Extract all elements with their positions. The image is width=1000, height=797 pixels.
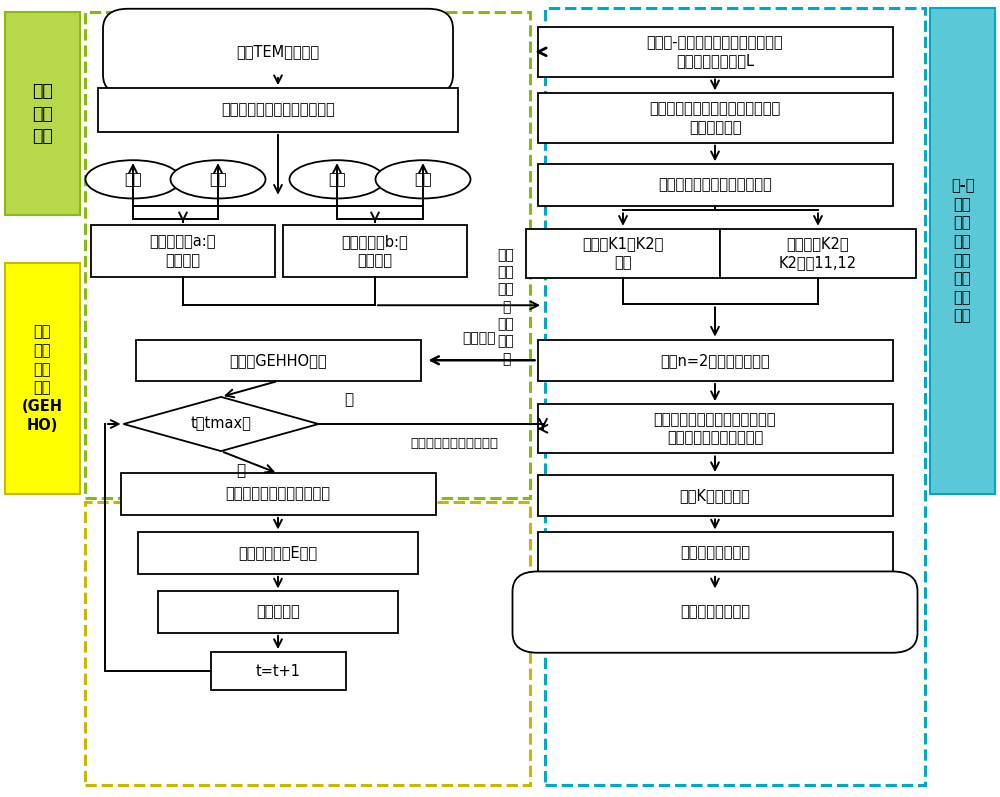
FancyBboxPatch shape xyxy=(136,340,420,381)
Text: 更新平滑算子，选择平滑系数: 更新平滑算子，选择平滑系数 xyxy=(658,178,772,192)
FancyBboxPatch shape xyxy=(538,475,893,516)
FancyBboxPatch shape xyxy=(5,12,80,215)
FancyBboxPatch shape xyxy=(930,8,995,494)
Text: 判断能量因子E大小: 判断能量因子E大小 xyxy=(238,546,318,560)
FancyBboxPatch shape xyxy=(103,9,453,95)
FancyBboxPatch shape xyxy=(283,226,467,277)
Ellipse shape xyxy=(170,160,266,198)
FancyBboxPatch shape xyxy=(121,473,436,515)
Text: 差分格式求解，更新自适应扩散函
数、时间阶次: 差分格式求解，更新自适应扩散函 数、时间阶次 xyxy=(649,101,781,135)
FancyBboxPatch shape xyxy=(538,532,893,574)
FancyBboxPatch shape xyxy=(5,263,80,494)
Text: 前期，K1和K2为
常数: 前期，K1和K2为 常数 xyxy=(582,237,664,270)
Text: t＜tmax？: t＜tmax？ xyxy=(191,417,251,431)
Polygon shape xyxy=(124,397,318,451)
Text: 适应度函数a:均
方差误根: 适应度函数a:均 方差误根 xyxy=(150,234,216,268)
Text: 时-空
分数
阶扩
散方
程自
适应
降噪
模型: 时-空 分数 阶扩 散方 程自 适应 降噪 模型 xyxy=(951,179,974,324)
Text: 中期: 中期 xyxy=(328,172,346,186)
Text: 后期: 后期 xyxy=(414,172,432,186)
FancyBboxPatch shape xyxy=(98,88,458,132)
Text: 输出滤波结果，最优参数: 输出滤波结果，最优参数 xyxy=(410,438,498,450)
Text: 迭代K次滤波求解: 迭代K次滤波求解 xyxy=(680,489,750,503)
Text: 否: 否 xyxy=(344,393,353,407)
Text: 输出最终滤波结果: 输出最终滤波结果 xyxy=(680,605,750,619)
FancyBboxPatch shape xyxy=(158,591,398,633)
Text: 计算适应度，确定最优个体: 计算适应度，确定最优个体 xyxy=(226,487,330,501)
Text: 输入
分段
信号
，
适应
度函
数: 输入 分段 信号 ， 适应 度函 数 xyxy=(498,248,514,366)
Text: 拼接各段滤波曲线: 拼接各段滤波曲线 xyxy=(680,546,750,560)
Text: 前期: 前期 xyxy=(209,172,227,186)
Text: 改进
哈里
斯鹰
优化
(GEH
HO): 改进 哈里 斯鹰 优化 (GEH HO) xyxy=(22,324,63,433)
Text: 多策略优化: 多策略优化 xyxy=(256,605,300,619)
Text: 初始化GEHHO参数: 初始化GEHHO参数 xyxy=(229,353,327,367)
Ellipse shape xyxy=(376,160,471,198)
FancyBboxPatch shape xyxy=(538,340,893,381)
Text: 是: 是 xyxy=(236,464,246,478)
Text: 中后期，K2和
K2为式11,12: 中后期，K2和 K2为式11,12 xyxy=(779,237,857,270)
Text: 信号
分段
策略: 信号 分段 策略 xyxy=(32,82,53,145)
Text: 适应度函数b:最
低排列熵: 适应度函数b:最 低排列熵 xyxy=(342,234,408,268)
Ellipse shape xyxy=(290,160,384,198)
FancyBboxPatch shape xyxy=(138,532,418,574)
FancyBboxPatch shape xyxy=(720,229,916,278)
FancyBboxPatch shape xyxy=(512,571,918,653)
Text: 设置时-空分数阶扩散模型第一次扩
散阈值，迭代次数L: 设置时-空分数阶扩散模型第一次扩 散阈值，迭代次数L xyxy=(647,35,783,69)
Ellipse shape xyxy=(86,160,180,198)
FancyBboxPatch shape xyxy=(90,226,275,277)
FancyBboxPatch shape xyxy=(538,404,893,453)
Text: 输入结果: 输入结果 xyxy=(462,331,496,345)
Text: t=t+1: t=t+1 xyxy=(256,664,300,678)
FancyBboxPatch shape xyxy=(538,27,893,77)
FancyBboxPatch shape xyxy=(526,229,720,278)
FancyBboxPatch shape xyxy=(538,164,893,206)
FancyBboxPatch shape xyxy=(538,93,893,143)
Text: 输出n=2时滤波信号结果: 输出n=2时滤波信号结果 xyxy=(660,353,770,367)
Text: 根据信号能量变化，分段处理: 根据信号能量变化，分段处理 xyxy=(221,103,335,117)
Text: 首端: 首端 xyxy=(124,172,142,186)
Text: 输入TEM接收信号: 输入TEM接收信号 xyxy=(236,45,320,59)
Text: 结合各段信号空间步长、空间阶
次寻优解，依次迭代求解: 结合各段信号空间步长、空间阶 次寻优解，依次迭代求解 xyxy=(654,412,776,446)
FancyBboxPatch shape xyxy=(211,652,346,690)
